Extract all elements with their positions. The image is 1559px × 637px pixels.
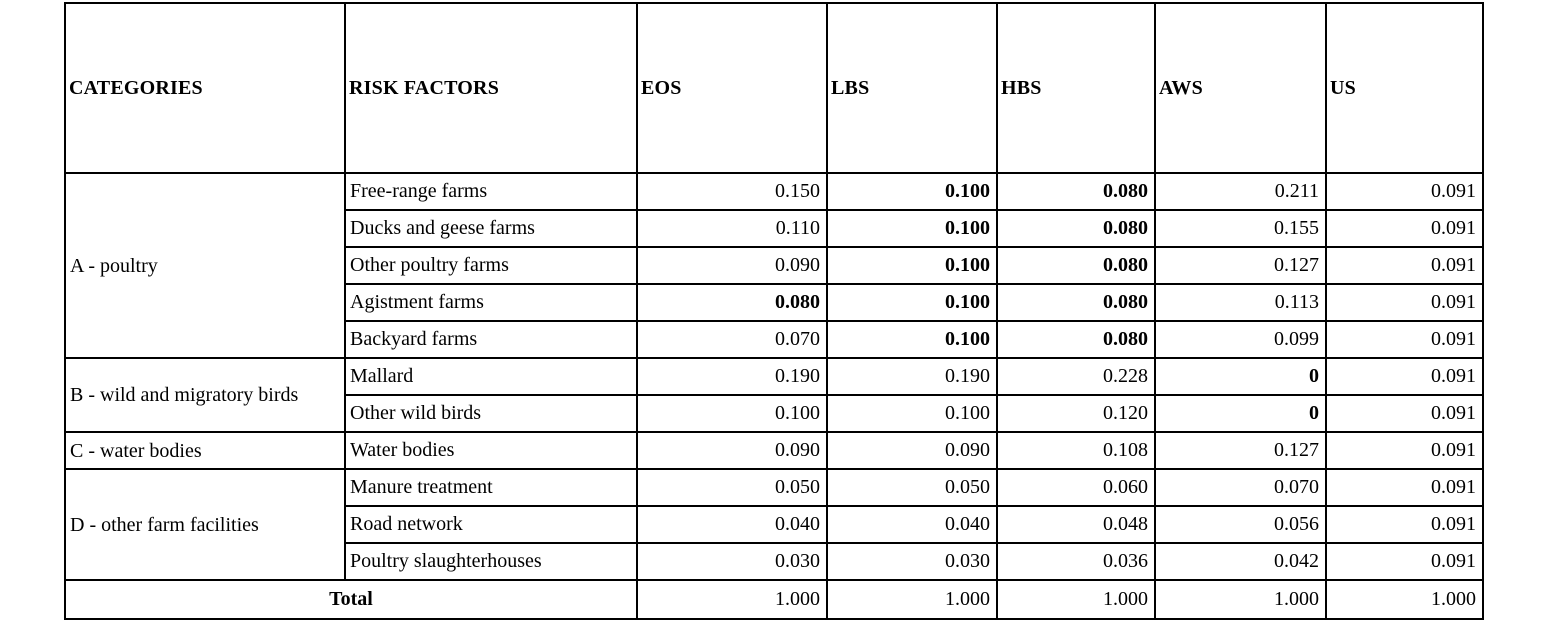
total-cell-aws: 1.000 [1154, 579, 1327, 620]
risk-factor-cell: Road network [344, 505, 638, 544]
value-cell-hbs: 0.120 [996, 394, 1156, 433]
risk-factor-cell: Poultry slaughterhouses [344, 542, 638, 581]
total-cell-lbs: 1.000 [826, 579, 998, 620]
category-cell-b: B - wild and migratory birds [64, 357, 346, 433]
table-row: C - water bodies Water bodies 0.090 0.09… [64, 431, 1484, 470]
value-cell-hbs: 0.080 [996, 209, 1156, 248]
value-cell-us: 0.091 [1325, 394, 1484, 433]
value-cell-eos: 0.110 [636, 209, 828, 248]
value-cell-lbs: 0.100 [826, 283, 998, 322]
header-hbs: HBS [996, 2, 1156, 174]
table-row: Ducks and geese farms 0.110 0.100 0.080 … [65, 209, 1484, 248]
header-eos: EOS [636, 2, 828, 174]
category-cell-d: D - other farm facilities [64, 468, 346, 581]
value-cell-us: 0.091 [1325, 320, 1484, 359]
value-cell-aws: 0.127 [1154, 246, 1327, 285]
value-cell-aws: 0.155 [1154, 209, 1327, 248]
value-cell-eos: 0.090 [636, 431, 828, 470]
risk-factor-cell: Manure treatment [344, 468, 638, 507]
value-cell-us: 0.091 [1325, 357, 1484, 396]
value-cell-hbs: 0.108 [996, 431, 1156, 470]
header-row: CATEGORIES RISK FACTORS EOS LBS HBS AWS … [64, 2, 1484, 174]
value-cell-aws: 0 [1154, 394, 1327, 433]
value-cell-lbs: 0.190 [826, 357, 998, 396]
value-cell-hbs: 0.080 [996, 320, 1156, 359]
risk-factor-cell: Water bodies [344, 431, 638, 470]
table-row: Backyard farms 0.070 0.100 0.080 0.099 0… [65, 320, 1484, 359]
value-cell-lbs: 0.100 [826, 320, 998, 359]
value-cell-aws: 0.099 [1154, 320, 1327, 359]
table-row: A - poultry Free-range farms 0.150 0.100… [64, 172, 1484, 359]
value-cell-eos: 0.190 [636, 357, 828, 396]
table-row: B - wild and migratory birds Mallard 0.1… [64, 357, 1484, 433]
table-row: Other poultry farms 0.090 0.100 0.080 0.… [65, 246, 1484, 285]
header-aws: AWS [1154, 2, 1327, 174]
total-cell-eos: 1.000 [636, 579, 828, 620]
value-cell-lbs: 0.090 [826, 431, 998, 470]
value-cell-aws: 0.070 [1154, 468, 1327, 507]
value-cell-lbs: 0.100 [826, 172, 998, 211]
value-cell-eos: 0.090 [636, 246, 828, 285]
table-row: Poultry slaughterhouses 0.030 0.030 0.03… [65, 542, 1484, 581]
value-cell-us: 0.091 [1325, 542, 1484, 581]
risk-factor-cell: Mallard [344, 357, 638, 396]
total-row: Total 1.000 1.000 1.000 1.000 1.000 [64, 579, 1484, 620]
value-cell-us: 0.091 [1325, 246, 1484, 285]
category-cell-c: C - water bodies [64, 431, 346, 470]
header-us: US [1325, 2, 1484, 174]
total-label: Total [64, 579, 638, 620]
risk-factor-cell: Agistment farms [344, 283, 638, 322]
risk-factor-cell: Other wild birds [344, 394, 638, 433]
value-cell-eos: 0.070 [636, 320, 828, 359]
total-cell-hbs: 1.000 [996, 579, 1156, 620]
risk-factor-cell: Ducks and geese farms [344, 209, 638, 248]
value-cell-lbs: 0.100 [826, 209, 998, 248]
header-categories: CATEGORIES [64, 2, 346, 174]
table-row: D - other farm facilities Manure treatme… [64, 468, 1484, 581]
table-row: Road network 0.040 0.040 0.048 0.056 0.0… [65, 505, 1484, 544]
risk-factors-table: CATEGORIES RISK FACTORS EOS LBS HBS AWS … [64, 2, 1484, 620]
header-risk-factors: RISK FACTORS [344, 2, 638, 174]
value-cell-hbs: 0.080 [996, 172, 1156, 211]
value-cell-us: 0.091 [1325, 209, 1484, 248]
table-row: Agistment farms 0.080 0.100 0.080 0.113 … [65, 283, 1484, 322]
risk-factor-cell: Backyard farms [344, 320, 638, 359]
value-cell-us: 0.091 [1325, 172, 1484, 211]
value-cell-eos: 0.100 [636, 394, 828, 433]
value-cell-eos: 0.150 [636, 172, 828, 211]
value-cell-aws: 0.127 [1154, 431, 1327, 470]
value-cell-aws: 0.042 [1154, 542, 1327, 581]
value-cell-lbs: 0.040 [826, 505, 998, 544]
value-cell-eos: 0.040 [636, 505, 828, 544]
value-cell-us: 0.091 [1325, 431, 1484, 470]
value-cell-hbs: 0.048 [996, 505, 1156, 544]
value-cell-eos: 0.030 [636, 542, 828, 581]
value-cell-eos: 0.050 [636, 468, 828, 507]
value-cell-hbs: 0.080 [996, 246, 1156, 285]
risk-factor-cell: Free-range farms [344, 172, 638, 211]
value-cell-eos: 0.080 [636, 283, 828, 322]
total-cell-us: 1.000 [1325, 579, 1484, 620]
value-cell-hbs: 0.228 [996, 357, 1156, 396]
value-cell-hbs: 0.036 [996, 542, 1156, 581]
category-cell-a: A - poultry [64, 172, 346, 359]
value-cell-lbs: 0.030 [826, 542, 998, 581]
value-cell-us: 0.091 [1325, 283, 1484, 322]
risk-factor-cell: Other poultry farms [344, 246, 638, 285]
value-cell-lbs: 0.100 [826, 394, 998, 433]
table-row: Other wild birds 0.100 0.100 0.120 0 0.0… [65, 394, 1484, 433]
value-cell-aws: 0.056 [1154, 505, 1327, 544]
value-cell-us: 0.091 [1325, 468, 1484, 507]
value-cell-hbs: 0.080 [996, 283, 1156, 322]
value-cell-us: 0.091 [1325, 505, 1484, 544]
value-cell-aws: 0.211 [1154, 172, 1327, 211]
value-cell-aws: 0.113 [1154, 283, 1327, 322]
header-lbs: LBS [826, 2, 998, 174]
value-cell-hbs: 0.060 [996, 468, 1156, 507]
value-cell-lbs: 0.100 [826, 246, 998, 285]
value-cell-aws: 0 [1154, 357, 1327, 396]
value-cell-lbs: 0.050 [826, 468, 998, 507]
